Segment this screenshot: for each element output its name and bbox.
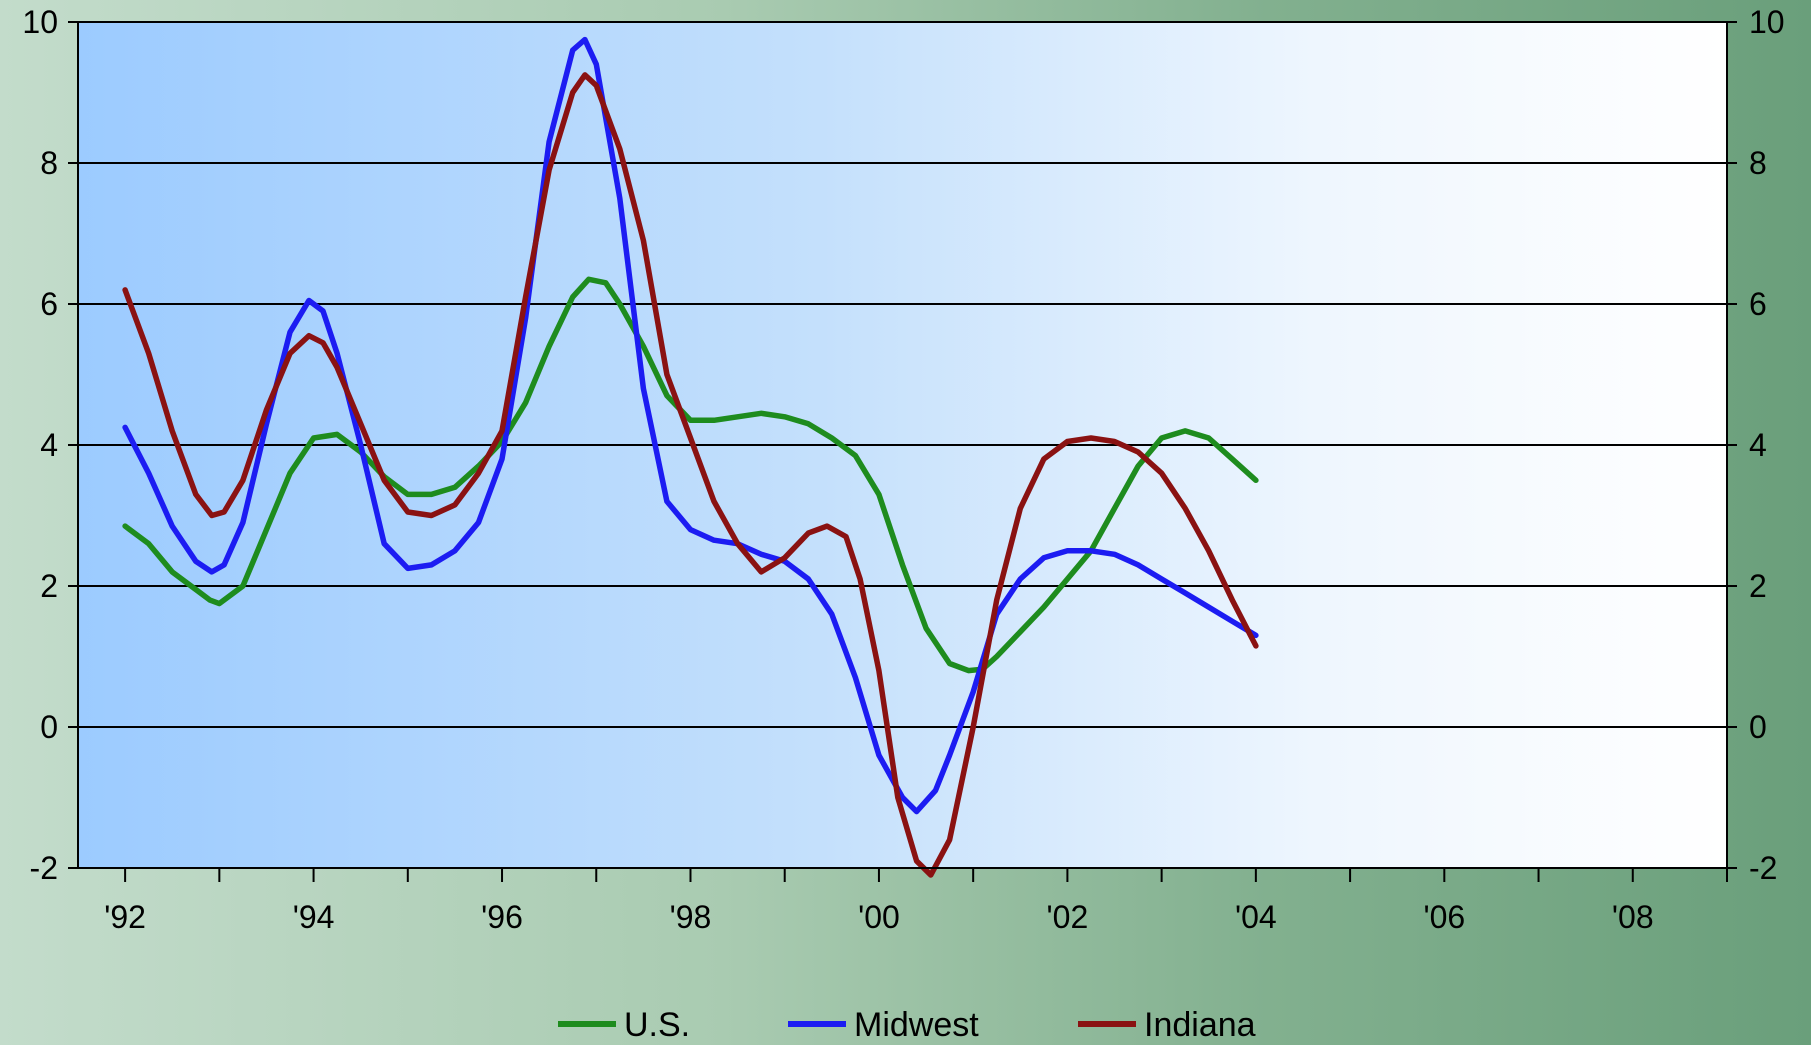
y-tick-label-right: 10 (1749, 4, 1785, 40)
y-tick-label-left: 4 (40, 427, 58, 463)
x-tick-label: '94 (293, 899, 335, 935)
x-tick-label: '98 (670, 899, 712, 935)
legend-label: Indiana (1144, 1006, 1256, 1044)
y-tick-label-left: 6 (40, 286, 58, 322)
legend-label: Midwest (854, 1006, 979, 1044)
series-line-midwest (122, 36, 1259, 815)
y-tick-label-right: 0 (1749, 709, 1767, 745)
y-tick-label-left: 2 (40, 568, 58, 604)
y-tick-label-left: 10 (22, 4, 58, 40)
y-tick-label-left: -2 (30, 850, 58, 886)
y-tick-label-right: 4 (1749, 427, 1767, 463)
legend-label: U.S. (624, 1006, 690, 1044)
series-line-indiana (122, 72, 1259, 878)
y-tick-label-right: -2 (1749, 850, 1777, 886)
x-tick-label: '92 (104, 899, 146, 935)
y-tick-label-right: 6 (1749, 286, 1767, 322)
x-tick-label: '00 (858, 899, 900, 935)
y-tick-label-left: 0 (40, 709, 58, 745)
x-tick-label: '06 (1423, 899, 1465, 935)
x-tick-label: '04 (1235, 899, 1277, 935)
x-tick-label: '96 (481, 899, 523, 935)
series-layer (122, 36, 1259, 878)
y-tick-label-right: 8 (1749, 145, 1767, 181)
y-tick-label-left: 8 (40, 145, 58, 181)
x-tick-label: '02 (1047, 899, 1089, 935)
legend: U.S. Midwest Indiana (558, 1006, 1256, 1044)
y-tick-label-right: 2 (1749, 568, 1767, 604)
axes: -2 -2 0 0 2 2 4 4 6 6 8 8 10 10 '92 '94 '96 '98 '00 '02 '04 '… (22, 4, 1784, 935)
x-tick-label: '08 (1612, 899, 1654, 935)
